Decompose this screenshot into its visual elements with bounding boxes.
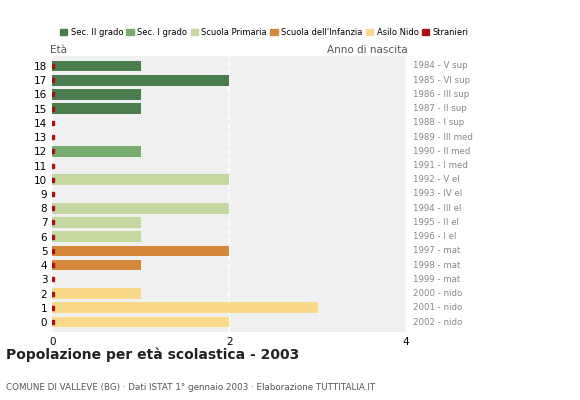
Text: 1996 - I el: 1996 - I el xyxy=(413,232,456,241)
Bar xyxy=(52,103,140,114)
Text: 1985 - VI sup: 1985 - VI sup xyxy=(413,76,470,85)
Bar xyxy=(52,61,140,71)
Bar xyxy=(52,75,229,86)
Legend: Sec. II grado, Sec. I grado, Scuola Primaria, Scuola dell'Infanzia, Asilo Nido, : Sec. II grado, Sec. I grado, Scuola Prim… xyxy=(56,24,472,40)
Bar xyxy=(52,231,140,242)
Text: 1987 - II sup: 1987 - II sup xyxy=(413,104,467,113)
Text: Anno di nascita: Anno di nascita xyxy=(327,45,408,55)
Text: 2002 - nido: 2002 - nido xyxy=(413,318,462,326)
Text: 2001 - nido: 2001 - nido xyxy=(413,303,462,312)
Text: 1984 - V sup: 1984 - V sup xyxy=(413,62,467,70)
Bar xyxy=(52,174,229,185)
Text: 1999 - mat: 1999 - mat xyxy=(413,275,460,284)
Text: 2000 - nido: 2000 - nido xyxy=(413,289,462,298)
Text: 1989 - III med: 1989 - III med xyxy=(413,132,473,142)
Bar xyxy=(52,203,229,214)
Bar xyxy=(52,302,318,313)
Text: Età: Età xyxy=(50,45,67,55)
Text: 1992 - V el: 1992 - V el xyxy=(413,175,460,184)
Bar xyxy=(52,288,140,299)
Text: 1988 - I sup: 1988 - I sup xyxy=(413,118,464,127)
Text: 1994 - III el: 1994 - III el xyxy=(413,204,461,213)
Bar xyxy=(52,317,229,327)
Bar xyxy=(52,89,140,100)
Text: 1997 - mat: 1997 - mat xyxy=(413,246,461,256)
Text: 1995 - II el: 1995 - II el xyxy=(413,218,459,227)
Text: 1998 - mat: 1998 - mat xyxy=(413,261,461,270)
Bar xyxy=(52,217,140,228)
Text: 1991 - I med: 1991 - I med xyxy=(413,161,468,170)
Bar xyxy=(52,246,229,256)
Text: 1990 - II med: 1990 - II med xyxy=(413,147,470,156)
Text: COMUNE DI VALLEVE (BG) · Dati ISTAT 1° gennaio 2003 · Elaborazione TUTTITALIA.IT: COMUNE DI VALLEVE (BG) · Dati ISTAT 1° g… xyxy=(6,383,375,392)
Text: 1993 - IV el: 1993 - IV el xyxy=(413,190,462,198)
Bar xyxy=(52,260,140,270)
Text: Popolazione per età scolastica - 2003: Popolazione per età scolastica - 2003 xyxy=(6,348,299,362)
Text: 1986 - III sup: 1986 - III sup xyxy=(413,90,469,99)
Bar xyxy=(52,146,140,157)
